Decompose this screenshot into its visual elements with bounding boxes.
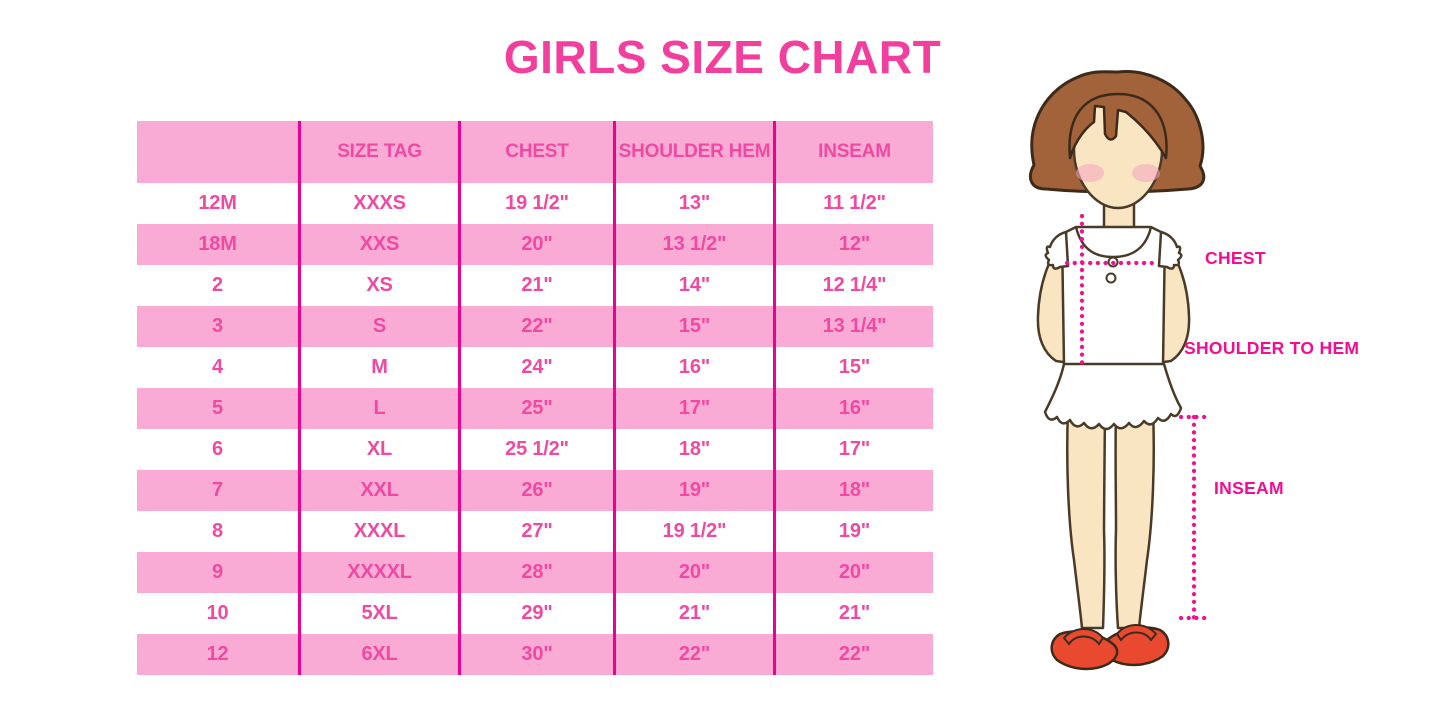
- size-table: SIZE TAG CHEST SHOULDER HEM INSEAM 12M XX…: [137, 121, 933, 675]
- table-row: 10 5XL 29" 21" 21": [137, 593, 933, 634]
- table-cell: 20": [458, 224, 613, 265]
- table-cell: 15": [613, 306, 773, 347]
- shoe-strap-left: [1062, 628, 1105, 646]
- table-cell: 19 1/2": [458, 183, 613, 224]
- table-row: 18M XXS 20" 13 1/2" 12": [137, 224, 933, 265]
- table-cell: 8: [212, 520, 223, 542]
- table-cell: 10: [206, 602, 229, 624]
- button-bottom: [1105, 272, 1117, 284]
- table-cell: 11 1/2": [773, 183, 933, 224]
- table-cell: 16": [773, 388, 933, 429]
- table-cell: 27": [458, 511, 613, 552]
- table-cell: 20": [613, 552, 773, 593]
- table-cell: 21": [613, 593, 773, 634]
- table-cell: XXXS: [298, 183, 458, 224]
- table-cell: 16": [613, 347, 773, 388]
- header-cell-inseam: INSEAM: [773, 121, 933, 183]
- table-cell: 21": [773, 593, 933, 634]
- table-cell: 19 1/2": [613, 511, 773, 552]
- skirt: [1043, 362, 1183, 431]
- table-cell: 17": [613, 388, 773, 429]
- leg-left: [1066, 408, 1107, 630]
- table-cell: S: [298, 306, 458, 347]
- table-cell: 19": [773, 511, 933, 552]
- table-cell: 12M: [198, 192, 237, 214]
- table-cell: 25": [458, 388, 613, 429]
- table-header-row: SIZE TAG CHEST SHOULDER HEM INSEAM: [137, 121, 933, 183]
- table-cell: 29": [458, 593, 613, 634]
- table-cell: 5: [212, 397, 223, 419]
- table-row: 12M XXXS 19 1/2" 13" 11 1/2": [137, 183, 933, 224]
- table-cell: XXS: [298, 224, 458, 265]
- blush-right: [1132, 164, 1160, 182]
- table-cell: 18": [773, 470, 933, 511]
- inseam-label: INSEAM: [1214, 478, 1284, 498]
- table-cell: 15": [773, 347, 933, 388]
- shoe-strap-right: [1115, 624, 1158, 642]
- table-row: 2 XS 21" 14" 12 1/4": [137, 265, 933, 306]
- table-cell: 26": [458, 470, 613, 511]
- table-cell: 30": [458, 634, 613, 675]
- table-cell: 4: [212, 356, 223, 378]
- table-cell: 9: [212, 561, 223, 583]
- table-cell: XXL: [298, 470, 458, 511]
- table-cell: M: [298, 347, 458, 388]
- header-cell-size-tag: SIZE TAG: [298, 121, 458, 183]
- table-cell: 13 1/2": [613, 224, 773, 265]
- table-cell: 17": [773, 429, 933, 470]
- table-cell: XXXXL: [298, 552, 458, 593]
- table-cell: 3: [212, 315, 223, 337]
- table-cell: 20": [773, 552, 933, 593]
- table-row: 5 L 25" 17" 16": [137, 388, 933, 429]
- table-cell: 18M: [198, 233, 237, 255]
- leg-right: [1114, 408, 1155, 630]
- table-cell: 13 1/4": [773, 306, 933, 347]
- header-cell-shoulder-hem: SHOULDER HEM: [613, 121, 773, 183]
- table-cell: 12 1/4": [773, 265, 933, 306]
- table-cell: 6XL: [298, 634, 458, 675]
- table-cell: 22": [613, 634, 773, 675]
- table-row: 8 XXXL 27" 19 1/2" 19": [137, 511, 933, 552]
- size-table-body: 12M XXXS 19 1/2" 13" 11 1/2" 18M XXS 20" 13 1/2"…: [137, 183, 933, 675]
- table-cell: 12": [773, 224, 933, 265]
- table-cell: 2: [212, 274, 223, 296]
- top-bodice: [1060, 225, 1167, 367]
- table-cell: XS: [298, 265, 458, 306]
- table-cell: 25 1/2": [458, 429, 613, 470]
- page-title: GIRLS SIZE CHART: [503, 31, 942, 83]
- table-row: 3 S 22" 15" 13 1/4": [137, 306, 933, 347]
- shoulder-to-hem-label: SHOULDER TO HEM: [1184, 338, 1360, 358]
- table-row: 9 XXXXL 28" 20" 20": [137, 552, 933, 593]
- table-cell: 19": [613, 470, 773, 511]
- bangs: [1068, 92, 1168, 160]
- table-cell: 14": [613, 265, 773, 306]
- table-row: 6 XL 25 1/2" 18" 17": [137, 429, 933, 470]
- table-cell: 7: [212, 479, 223, 501]
- table-cell: 21": [458, 265, 613, 306]
- table-row: 4 M 24" 16" 15": [137, 347, 933, 388]
- table-cell: L: [298, 388, 458, 429]
- table-cell: 6: [212, 438, 223, 460]
- table-cell: 13": [613, 183, 773, 224]
- table-cell: XXXL: [298, 511, 458, 552]
- ruffle-right: [1157, 230, 1183, 270]
- table-cell: 12: [206, 643, 229, 665]
- table-cell: XL: [298, 429, 458, 470]
- header-cell-chest: CHEST: [458, 121, 613, 183]
- header-cell-blank: [137, 121, 298, 183]
- table-cell: 28": [458, 552, 613, 593]
- table-cell: 24": [458, 347, 613, 388]
- table-row: 7 XXL 26" 19" 18": [137, 470, 933, 511]
- table-cell: 22": [773, 634, 933, 675]
- blush-left: [1076, 164, 1104, 182]
- girl-figure-svg: [1029, 70, 1210, 671]
- table-cell: 18": [613, 429, 773, 470]
- chest-label: CHEST: [1205, 248, 1266, 268]
- ruffle-left: [1044, 230, 1070, 270]
- table-cell: 5XL: [298, 593, 458, 634]
- table-cell: 22": [458, 306, 613, 347]
- table-row: 12 6XL 30" 22" 22": [137, 634, 933, 675]
